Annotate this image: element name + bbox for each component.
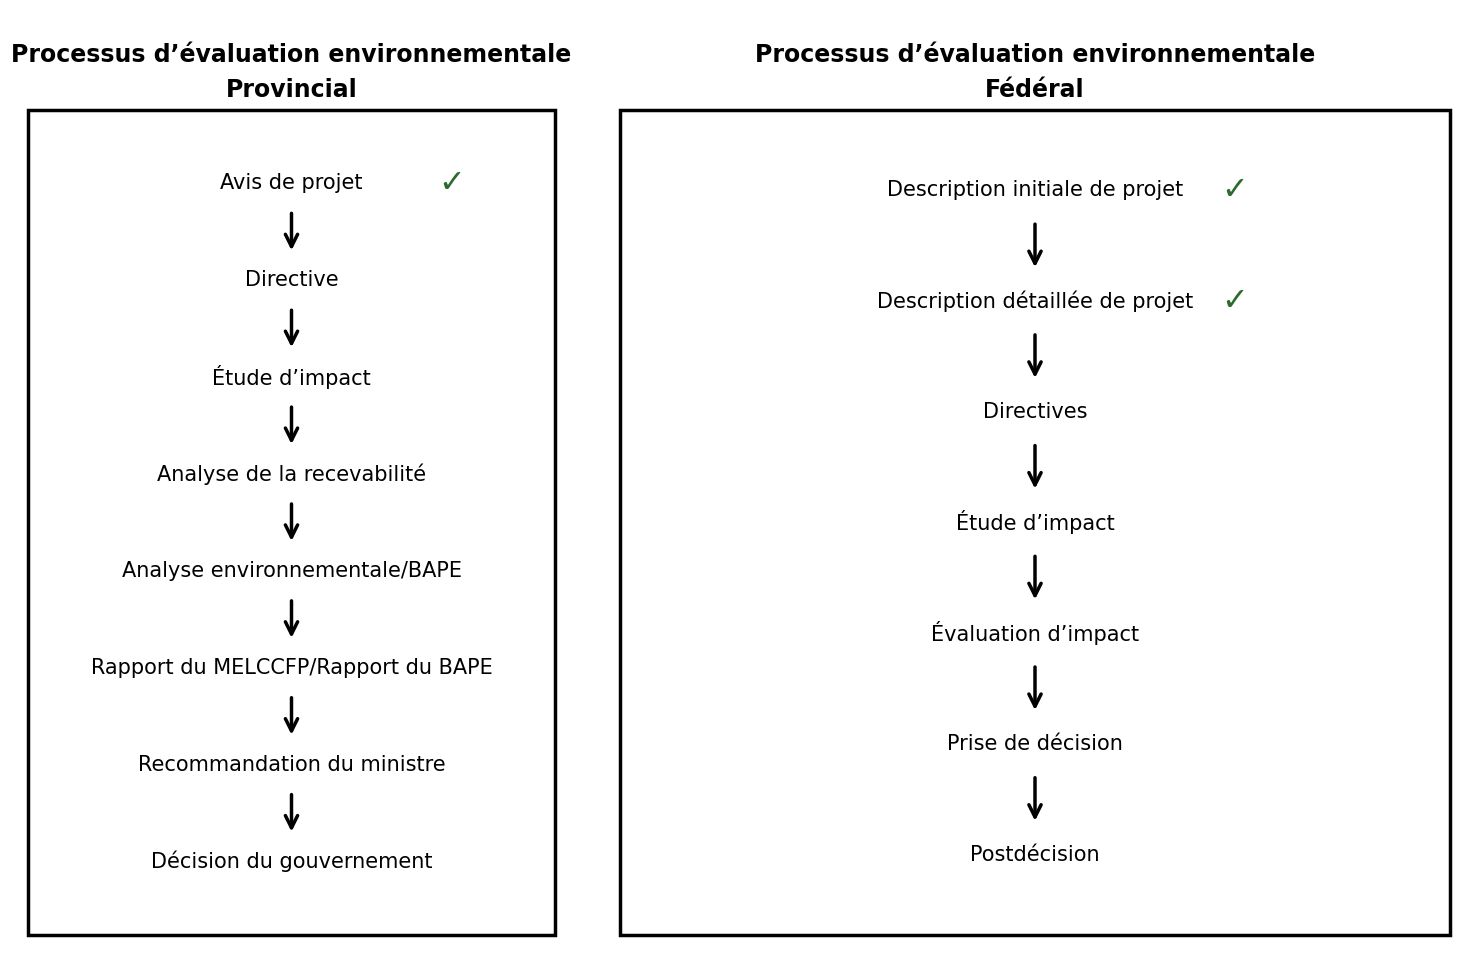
Text: Description initiale de projet: Description initiale de projet [886,180,1183,201]
Text: Directive: Directive [244,270,339,290]
Bar [620,110,1450,935]
Text: ✓: ✓ [1222,175,1248,206]
Text: Étude d’impact: Étude d’impact [955,510,1114,535]
Text: Décision du gouvernement: Décision du gouvernement [150,851,433,872]
Text: Processus d’évaluation environnementale: Processus d’évaluation environnementale [755,43,1314,67]
Text: Provincial: Provincial [225,78,358,102]
Text: Évaluation d’impact: Évaluation d’impact [930,621,1139,646]
Text: Recommandation du ministre: Recommandation du ministre [138,755,446,775]
Text: Rapport du MELCCFP/Rapport du BAPE: Rapport du MELCCFP/Rapport du BAPE [91,658,492,677]
Text: Postdécision: Postdécision [970,844,1100,865]
Bar [28,110,555,935]
Text: Analyse environnementale/BAPE: Analyse environnementale/BAPE [122,561,462,581]
Text: Avis de projet: Avis de projet [221,174,362,193]
Text: Description détaillée de projet: Description détaillée de projet [877,290,1194,312]
Text: ✓: ✓ [439,168,465,199]
Text: Directives: Directives [983,401,1088,422]
Text: Fédéral: Fédéral [985,78,1085,102]
Text: Étude d’impact: Étude d’impact [212,365,371,389]
Text: Analyse de la recevabilité: Analyse de la recevabilité [158,463,425,484]
Text: ✓: ✓ [1222,286,1248,317]
Text: Prise de décision: Prise de décision [946,734,1123,754]
Text: Processus d’évaluation environnementale: Processus d’évaluation environnementale [12,43,571,67]
